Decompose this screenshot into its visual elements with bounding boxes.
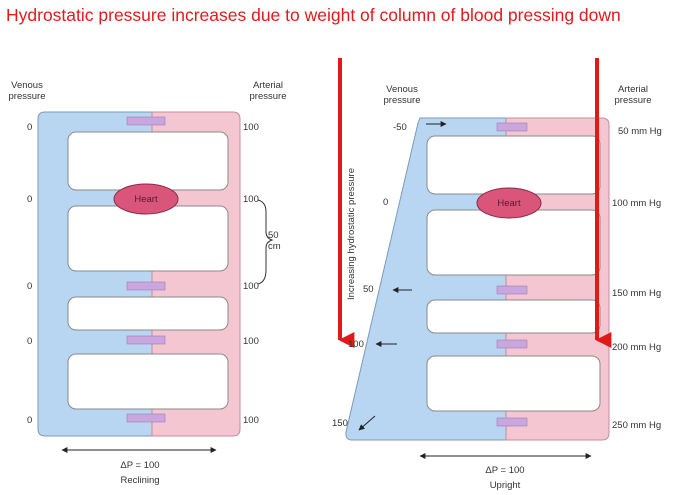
upright-arterial-value: 250 mm Hg — [612, 420, 662, 431]
upright-delta-label: ΔP = 100 — [485, 465, 525, 476]
slide-title: Hydrostatic pressure increases due to we… — [6, 5, 621, 25]
upright-arterial-heading: Arterial pressure — [608, 84, 658, 106]
upright-arterial-value: 150 mm Hg — [612, 288, 662, 299]
reclining-venous-value: 0 — [27, 281, 33, 292]
reclining-venous-value: 0 — [27, 122, 33, 133]
upright-capillary-4 — [496, 417, 528, 427]
reclining-diagram — [37, 111, 274, 453]
upright-venous-value: 150 — [332, 418, 348, 429]
reclining-capillary-2 — [126, 281, 166, 291]
reclining-arterial-value: 100 — [243, 281, 259, 292]
upright-capillary-3 — [496, 339, 528, 349]
reclining-capillary-3 — [126, 335, 166, 345]
upright-venous-value: 0 — [383, 197, 389, 208]
upright-posture-label: Upright — [489, 480, 521, 491]
upright-heart-label: Heart — [497, 198, 521, 209]
reclining-arterial-value: 100 — [243, 415, 259, 426]
upright-venous-value: 100 — [348, 339, 364, 350]
upright-capillary-2 — [496, 285, 528, 295]
upright-arterial-value: 50 mm Hg — [618, 126, 662, 137]
reclining-venous-heading-line1: Venous — [11, 80, 43, 91]
upright-arterial-heading-line1: Arterial — [617, 84, 649, 95]
hydrostatic-gradient-label: Increasing hydrostatic pressure — [346, 167, 357, 300]
reclining-venous-value: 0 — [27, 194, 33, 205]
reclining-posture-label: Reclining — [120, 475, 160, 486]
reclining-venous-value: 0 — [27, 336, 33, 347]
upright-venous-heading-line1: Venous — [386, 84, 418, 95]
upright-arterial-value: 100 mm Hg — [612, 198, 662, 209]
height-value: 50 — [268, 230, 279, 241]
reclining-capillary-4 — [126, 413, 166, 423]
reclining-arterial-value: 100 — [243, 122, 259, 133]
upright-venous-heading: Venous pressure — [375, 84, 429, 106]
upright-venous-value: -50 — [393, 122, 407, 133]
upright-venous-value: 50 — [363, 284, 374, 295]
reclining-heart — [113, 183, 179, 215]
height-unit: cm — [268, 241, 281, 252]
upright-arterial-heading-line2: pressure — [614, 95, 652, 106]
reclining-capillary-1 — [126, 116, 166, 126]
reclining-venous-value: 0 — [27, 415, 33, 426]
upright-heart — [476, 187, 542, 219]
reclining-arterial-heading: Arterial pressure — [240, 80, 296, 102]
reclining-venous-heading: Venous pressure — [2, 80, 52, 102]
reclining-arterial-heading-line2: pressure — [249, 91, 287, 102]
reclining-heart-label: Heart — [134, 194, 158, 205]
reclining-arterial-value: 100 — [243, 336, 259, 347]
upright-venous-heading-line2: pressure — [383, 95, 421, 106]
reclining-venous-heading-line2: pressure — [8, 91, 46, 102]
upright-capillary-1 — [496, 122, 528, 132]
upright-diagram — [338, 58, 612, 459]
reclining-arterial-heading-line1: Arterial — [252, 80, 284, 91]
upright-arterial-value: 200 mm Hg — [612, 342, 662, 353]
height-label: 50 cm — [268, 230, 281, 252]
reclining-arterial-value: 100 — [243, 194, 259, 205]
reclining-delta-label: ΔP = 100 — [120, 460, 160, 471]
